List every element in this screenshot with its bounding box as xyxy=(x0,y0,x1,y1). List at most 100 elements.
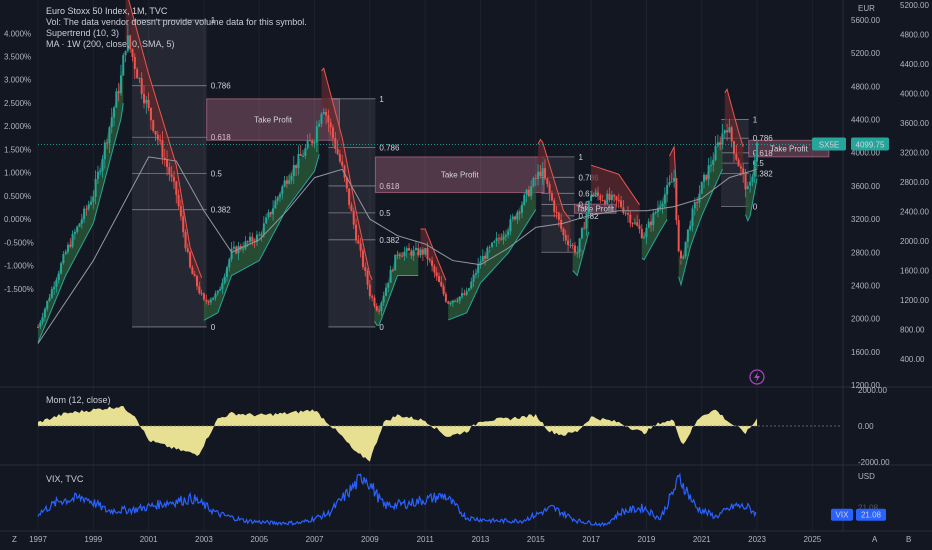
symbol-title[interactable]: Euro Stoxx 50 Index, 1M, TVC xyxy=(46,6,168,16)
candle xyxy=(295,165,298,177)
vix-legend[interactable]: VIX, TVC xyxy=(46,474,84,484)
supertrend-up-fill-6 xyxy=(678,134,723,285)
take-profit-label-2: Take Profit xyxy=(576,205,615,214)
log-scale-button: B xyxy=(906,535,911,544)
candle xyxy=(527,185,530,198)
candle xyxy=(350,202,353,212)
ma-line xyxy=(37,156,758,344)
candle xyxy=(753,152,756,184)
candle xyxy=(193,270,196,277)
candle xyxy=(371,294,374,302)
candle xyxy=(728,118,731,133)
x-tick-2023: 2023 xyxy=(748,535,766,544)
fib-2007-label-0.618: 0.618 xyxy=(379,182,400,191)
fib-2021-label-0.786: 0.786 xyxy=(753,134,774,143)
candle xyxy=(290,173,293,185)
price-tick-4000.00: 4000.00 xyxy=(851,149,880,158)
candle xyxy=(709,156,712,173)
candle xyxy=(493,240,496,244)
fib-2015-label-0.786: 0.786 xyxy=(579,173,600,182)
candle xyxy=(613,193,616,203)
candle xyxy=(530,180,533,200)
candle xyxy=(329,118,332,136)
price-tick-5200.00: 5200.00 xyxy=(851,49,880,58)
candle xyxy=(223,273,226,285)
candle xyxy=(675,178,678,225)
candle xyxy=(122,53,125,76)
alt-tick-2400.00: 2400.00 xyxy=(900,208,929,217)
candle xyxy=(355,218,358,244)
candle xyxy=(198,281,201,295)
supertrend-up-fill-4 xyxy=(572,203,589,276)
candle xyxy=(380,301,383,317)
candle xyxy=(590,191,593,206)
ma-legend[interactable]: MA · 1W (200, close, 0, SMA, 5) xyxy=(46,39,175,49)
supertrend-up-line-0 xyxy=(37,103,124,343)
candle xyxy=(467,287,470,292)
candle xyxy=(71,230,74,249)
candle xyxy=(382,291,385,306)
candle xyxy=(449,301,452,307)
candle xyxy=(394,254,397,271)
candle xyxy=(408,243,411,251)
supertrend-up-fill-3 xyxy=(448,178,536,320)
vix-symbol-text: VIX xyxy=(836,511,850,520)
supertrend-down-line-6 xyxy=(724,88,744,148)
price-badges: SX5E 4099.75 VIX 21.08 xyxy=(38,137,889,521)
candle xyxy=(719,136,722,151)
candle xyxy=(182,209,185,238)
fib-2007-label-0.5: 0.5 xyxy=(379,209,391,218)
candle xyxy=(617,193,620,209)
candle xyxy=(562,227,565,242)
pct-tick-2.000%: 2.000% xyxy=(4,122,31,131)
candle xyxy=(53,281,56,295)
candle xyxy=(654,210,657,215)
candle xyxy=(175,180,178,204)
candle xyxy=(488,244,491,253)
candle xyxy=(456,297,459,303)
vix-line xyxy=(37,472,757,528)
supertrend-down-line-3 xyxy=(537,138,571,221)
candle xyxy=(523,193,526,207)
candle xyxy=(78,223,81,227)
candle xyxy=(474,268,477,279)
candle xyxy=(159,134,162,145)
candle xyxy=(414,241,417,252)
price-tick-3200.00: 3200.00 xyxy=(851,215,880,224)
candle xyxy=(537,164,540,186)
x-tick-2003: 2003 xyxy=(195,535,213,544)
alt-tick-1200.00: 1200.00 xyxy=(900,296,929,305)
supertrend-up-fill-1 xyxy=(203,117,320,321)
candle xyxy=(196,275,199,291)
candle xyxy=(442,283,445,297)
candle xyxy=(553,197,556,218)
candle xyxy=(152,119,155,134)
candle xyxy=(119,64,122,96)
candle xyxy=(156,130,159,146)
candle xyxy=(601,194,604,202)
fib-2000-label-1: 1 xyxy=(211,16,216,25)
candle xyxy=(703,172,706,189)
candle xyxy=(534,174,537,187)
supertrend-legend[interactable]: Supertrend (10, 3) xyxy=(46,28,120,38)
candle xyxy=(126,24,129,53)
supertrend-up-line-7 xyxy=(745,178,758,223)
candle xyxy=(283,176,286,188)
candle xyxy=(643,232,646,239)
candle xyxy=(255,230,258,246)
momentum-legend[interactable]: Mom (12, close) xyxy=(46,395,111,405)
momentum-pane xyxy=(38,405,840,462)
candle xyxy=(615,195,618,208)
symbol-badge-text: SX5E xyxy=(819,140,839,149)
take-profit-label-0: Take Profit xyxy=(254,116,293,125)
candle xyxy=(541,162,544,185)
candle xyxy=(219,286,222,291)
vix-symbol-badge xyxy=(831,508,853,521)
candle xyxy=(357,234,360,245)
alt-tick-3600.00: 3600.00 xyxy=(900,119,929,128)
candle xyxy=(555,205,558,219)
candle xyxy=(560,213,563,232)
candle xyxy=(571,243,574,249)
candle xyxy=(361,248,364,270)
